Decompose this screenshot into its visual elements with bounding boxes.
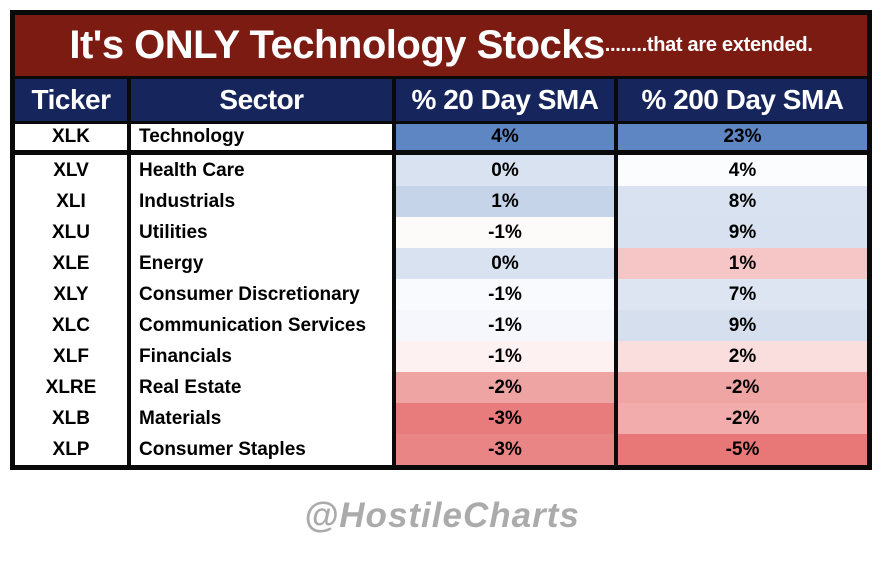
title-bar: It's ONLY Technology Stocks ........that …	[15, 15, 867, 79]
sma20-cell: -2%	[396, 372, 618, 403]
ticker-cell: XLF	[15, 341, 131, 372]
table-header-row: Ticker Sector % 20 Day SMA % 200 Day SMA	[15, 79, 867, 124]
sector-cell: Communication Services	[131, 310, 396, 341]
header-sma200: % 200 Day SMA	[618, 79, 867, 121]
sector-cell: Industrials	[131, 186, 396, 217]
sma200-cell: 2%	[618, 341, 867, 372]
table-row-xle: XLE Energy 0% 1%	[15, 248, 867, 279]
ticker-cell: XLK	[15, 124, 131, 150]
title-suffix: ........that are extended.	[604, 34, 813, 56]
ticker-cell: XLRE	[15, 372, 131, 403]
table-row-xlk: XLK Technology 4% 23%	[15, 124, 867, 155]
ticker-cell: XLU	[15, 217, 131, 248]
sma20-cell: 0%	[396, 248, 618, 279]
sma20-cell: -1%	[396, 279, 618, 310]
ticker-cell: XLE	[15, 248, 131, 279]
sma20-cell: 1%	[396, 186, 618, 217]
sma200-cell: -5%	[618, 434, 867, 465]
sma20-cell: -3%	[396, 403, 618, 434]
table-row-xlp: XLP Consumer Staples -3% -5%	[15, 434, 867, 465]
table-row-xlc: XLC Communication Services -1% 9%	[15, 310, 867, 341]
header-sma20: % 20 Day SMA	[396, 79, 618, 121]
sma20-cell: -1%	[396, 217, 618, 248]
table-row-xlb: XLB Materials -3% -2%	[15, 403, 867, 434]
sma200-cell: 23%	[618, 124, 867, 150]
ticker-cell: XLV	[15, 155, 131, 186]
sma200-cell: 1%	[618, 248, 867, 279]
sma200-cell: 8%	[618, 186, 867, 217]
sma200-cell: 7%	[618, 279, 867, 310]
sector-cell: Consumer Discretionary	[131, 279, 396, 310]
table-row-xlu: XLU Utilities -1% 9%	[15, 217, 867, 248]
sma20-cell: -1%	[396, 310, 618, 341]
header-ticker: Ticker	[15, 79, 131, 121]
sector-cell: Energy	[131, 248, 396, 279]
sma200-cell: 9%	[618, 217, 867, 248]
table-row-xlv: XLV Health Care 0% 4%	[15, 155, 867, 186]
watermark: @HostileCharts	[304, 496, 580, 535]
sma200-cell: 9%	[618, 310, 867, 341]
sma200-cell: -2%	[618, 372, 867, 403]
sector-cell: Consumer Staples	[131, 434, 396, 465]
header-sector: Sector	[131, 79, 396, 121]
table-row-xli: XLI Industrials 1% 8%	[15, 186, 867, 217]
ticker-cell: XLY	[15, 279, 131, 310]
sma20-cell: 0%	[396, 155, 618, 186]
ticker-cell: XLP	[15, 434, 131, 465]
sector-cell: Materials	[131, 403, 396, 434]
sector-cell: Health Care	[131, 155, 396, 186]
sma200-cell: 4%	[618, 155, 867, 186]
sma20-cell: -3%	[396, 434, 618, 465]
ticker-cell: XLB	[15, 403, 131, 434]
table-row-xlre: XLRE Real Estate -2% -2%	[15, 372, 867, 403]
table-board: It's ONLY Technology Stocks ........that …	[10, 10, 872, 470]
sma20-cell: -1%	[396, 341, 618, 372]
table-row-xly: XLY Consumer Discretionary -1% 7%	[15, 279, 867, 310]
sector-cell: Utilities	[131, 217, 396, 248]
sma20-cell: 4%	[396, 124, 618, 150]
ticker-cell: XLC	[15, 310, 131, 341]
sector-cell: Technology	[131, 124, 396, 150]
sma200-cell: -2%	[618, 403, 867, 434]
table-row-xlf: XLF Financials -1% 2%	[15, 341, 867, 372]
sector-cell: Financials	[131, 341, 396, 372]
sector-cell: Real Estate	[131, 372, 396, 403]
title-main: It's ONLY Technology Stocks	[69, 23, 605, 67]
ticker-cell: XLI	[15, 186, 131, 217]
